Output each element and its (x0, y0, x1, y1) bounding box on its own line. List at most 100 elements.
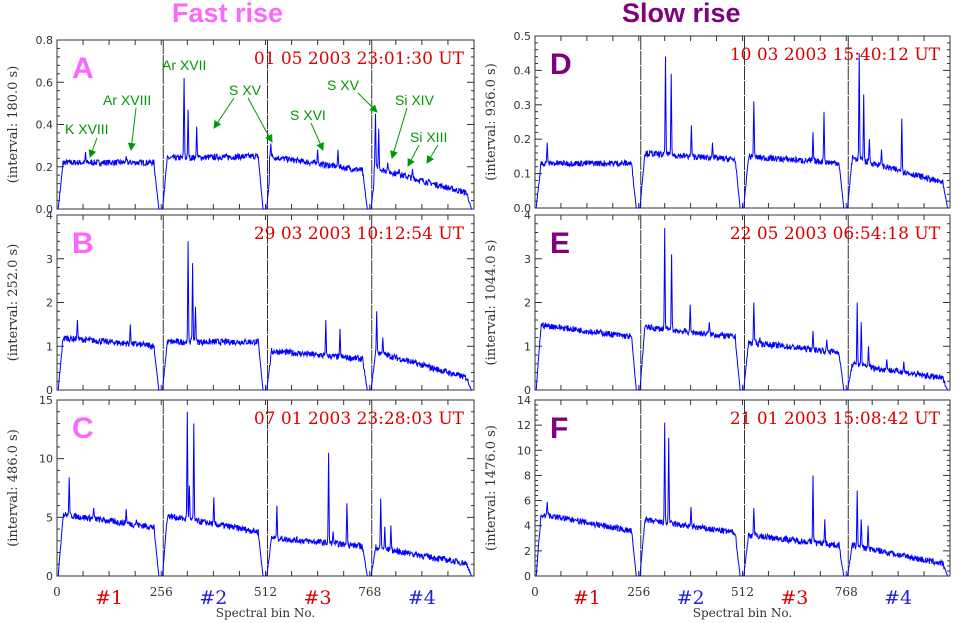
detector-label: #4 (884, 587, 912, 609)
line-annotation: Ar XVII (162, 57, 206, 73)
spectrum-line-D (535, 53, 950, 209)
y-tick-label: 12 (517, 419, 531, 432)
timestamp: 01 05 2003 23:01:30 UT (254, 49, 465, 69)
spectrum-line-A (57, 77, 474, 210)
x-tick-label: 512 (254, 585, 277, 599)
y-tick-label: 0 (524, 384, 531, 397)
y-tick-label: 0.6 (36, 76, 54, 89)
detector-label: #2 (199, 587, 227, 609)
y-tick-label: 2 (524, 545, 531, 558)
spectrum-line-E (535, 228, 950, 391)
y-tick-label: 3 (524, 253, 531, 266)
annotation-arrow (127, 107, 137, 151)
panel-letter: D (550, 48, 572, 81)
timestamp: 22 05 2003 06:54:18 UT (730, 224, 941, 244)
y-tick-label: 0.5 (514, 30, 532, 43)
y-axis-label: (interval: 252.0 s) (6, 244, 21, 362)
line-annotation: S XV (327, 77, 360, 93)
timestamp: 21 01 2003 15:08:42 UT (730, 409, 941, 429)
detector-label: #3 (780, 587, 808, 609)
y-axis-label: (interval: 180.0 s) (6, 66, 21, 184)
spectrum-line-F (535, 422, 950, 577)
annotation-arrow (213, 97, 235, 129)
y-tick-label: 0.2 (36, 161, 54, 174)
annotation-arrow (310, 122, 324, 151)
spectrum-line-B (57, 241, 474, 391)
slow-rise-title-text: Slow rise (622, 0, 741, 28)
y-tick-label: 6 (524, 495, 531, 508)
line-annotation: K XVIII (65, 121, 109, 137)
panel-E: 0 1 2 3 4 (interval: 1044.0 s) E 22 05 2003 06:… (484, 209, 951, 397)
line-annotation: S XV (229, 82, 262, 98)
y-tick-label: 0.0 (36, 203, 54, 216)
y-tick-label: 0.1 (514, 168, 532, 181)
y-tick-label: 1 (524, 340, 531, 353)
detector-label: #4 (408, 587, 436, 609)
y-tick-label: 10 (517, 444, 531, 457)
x-tick-label: 0 (531, 585, 539, 599)
y-axis-label: (interval: 936.0 s) (484, 63, 499, 181)
annotation-arrow (357, 92, 378, 113)
panel-B: 0 1 2 3 4 (interval: 252.0 s) B 29 03 2003 10:1… (6, 209, 475, 397)
y-tick-label: 0.3 (514, 99, 532, 112)
x-axis-label: Spectral bin No. (693, 606, 792, 620)
panel-F: 0 2 4 6 8 10 12 14 (interval: 1476.0 s) F 21 01 20… (484, 394, 951, 583)
x-tick-label: 768 (358, 585, 381, 599)
panel-letter: A (72, 52, 94, 85)
fast-rise-title-text: Fast rise (172, 0, 284, 28)
x-axis-left: 0 256 512 768 #1 #2 #3 #4 Spectral bin No. (53, 585, 436, 620)
panel-A: 0.0 0.2 0.4 0.6 0.8 (interval: 180.0 s) A 01 05… (6, 34, 475, 216)
panel-letter: B (72, 227, 94, 260)
panel-letter: E (550, 227, 570, 260)
detector-label: #1 (573, 587, 601, 609)
y-tick-label: 0 (46, 570, 53, 583)
panel-letter: C (72, 412, 94, 445)
detector-label: #3 (304, 587, 332, 609)
y-tick-label: 14 (517, 394, 531, 407)
x-tick-label: 512 (731, 585, 754, 599)
timestamp: 07 01 2003 23:28:03 UT (254, 409, 465, 429)
x-axis-label: Spectral bin No. (216, 606, 315, 620)
panel-C: 0 5 10 15 (interval: 486.0 s) C 07 01 2003 23:… (6, 394, 475, 583)
line-annotation: Ar XVIII (103, 92, 151, 108)
y-tick-label: 8 (524, 469, 531, 482)
x-tick-label: 256 (627, 585, 650, 599)
y-tick-label: 4 (524, 520, 531, 533)
x-axis-right: 0 256 512 768 #1 #2 #3 #4 Spectral bin No. (531, 585, 912, 620)
line-annotation: S XVI (290, 107, 326, 123)
y-tick-label: 3 (46, 253, 53, 266)
annotation-arrow (88, 137, 98, 158)
timestamp: 29 03 2003 10:12:54 UT (254, 224, 465, 244)
x-tick-label: 768 (835, 585, 858, 599)
panel-D: 0.0 0.1 0.2 0.3 0.4 0.5 (interval: 936.0 s) D 10… (484, 30, 951, 215)
annotation-arrow (407, 144, 420, 167)
annotation-arrow (390, 107, 408, 159)
line-annotation: Si XIV (395, 92, 435, 108)
panel-letter: F (550, 412, 568, 445)
y-axis-label: (interval: 486.0 s) (6, 429, 21, 547)
timestamp: 10 03 2003 15:40:12 UT (730, 45, 941, 65)
slow-rise-title: Slow rise (622, 0, 741, 29)
y-tick-label: 0.4 (514, 64, 532, 77)
x-tick-label: 0 (53, 585, 61, 599)
y-tick-label: 0.8 (36, 34, 54, 47)
y-axis-label: (interval: 1476.0 s) (484, 425, 499, 551)
annotation-arrow (426, 144, 439, 164)
y-tick-label: 0 (46, 384, 53, 397)
fast-rise-title: Fast rise (172, 0, 283, 29)
annotation-arrow (247, 97, 273, 143)
y-tick-label: 5 (46, 511, 53, 524)
y-tick-label: 15 (39, 394, 53, 407)
y-tick-label: 0 (524, 570, 531, 583)
y-tick-label: 0.0 (514, 202, 532, 215)
y-tick-label: 0.2 (514, 133, 532, 146)
y-tick-label: 0.4 (36, 119, 54, 132)
y-tick-label: 4 (524, 209, 531, 222)
y-tick-label: 1 (46, 340, 53, 353)
y-tick-label: 4 (46, 209, 53, 222)
detector-label: #2 (677, 587, 705, 609)
spectrum-line-C (57, 411, 474, 577)
detector-label: #1 (95, 587, 123, 609)
y-tick-label: 2 (46, 297, 53, 310)
